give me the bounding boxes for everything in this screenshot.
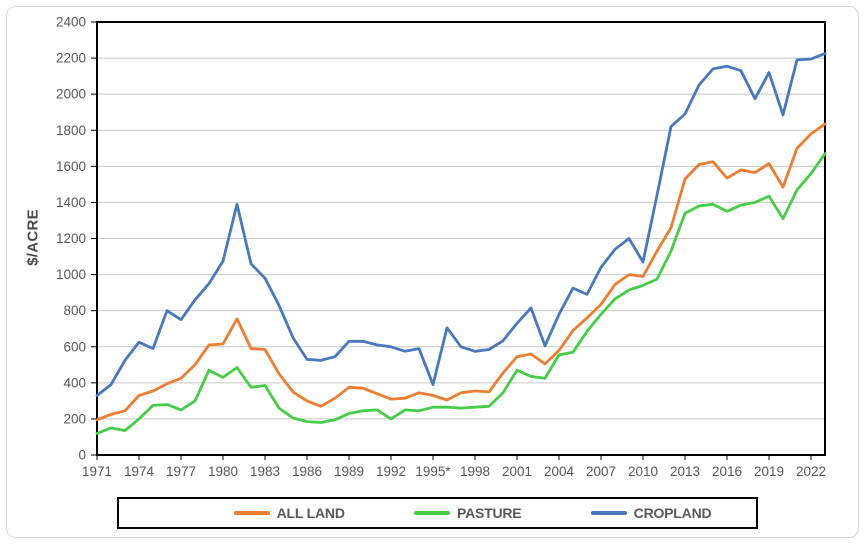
series-line-cropland bbox=[95, 52, 827, 397]
y-tick-label: 1200 bbox=[56, 231, 86, 246]
x-tick-label: 2001 bbox=[502, 464, 532, 479]
plot-border bbox=[96, 21, 826, 456]
chart-legend: ALL LAND PASTURE CROPLAND bbox=[117, 497, 758, 529]
x-tick-label: 2004 bbox=[544, 464, 575, 479]
x-tick-label: 2016 bbox=[712, 464, 742, 479]
x-tick-label: 1980 bbox=[208, 464, 238, 479]
legend-item-pasture: PASTURE bbox=[413, 505, 522, 521]
y-tick-label: 1600 bbox=[56, 159, 86, 174]
series-line-pasture bbox=[95, 152, 827, 435]
x-tick-label: 1992 bbox=[376, 464, 406, 479]
gridlines bbox=[97, 57, 825, 420]
x-tick-label: 1995* bbox=[415, 464, 451, 479]
y-axis-tick-labels: 0 200 400 600 800 1000 1200 1400 1600 1800 2000 220… bbox=[56, 15, 97, 463]
legend-label-cropland: CROPLAND bbox=[633, 505, 712, 521]
y-tick-label: 800 bbox=[63, 303, 86, 318]
legend-item-all-land: ALL LAND bbox=[233, 505, 345, 521]
legend-item-cropland: CROPLAND bbox=[590, 505, 712, 521]
y-tick-label: 1800 bbox=[56, 123, 86, 138]
x-tick-label: 1986 bbox=[292, 464, 322, 479]
y-tick-label: 400 bbox=[63, 375, 86, 390]
pasture-line-swatch bbox=[413, 511, 450, 515]
x-tick-label: 1971 bbox=[82, 464, 112, 479]
x-tick-label: 2010 bbox=[628, 464, 658, 479]
y-tick-label: 2000 bbox=[56, 87, 86, 102]
y-tick-label: 0 bbox=[78, 448, 86, 463]
x-tick-label: 2019 bbox=[754, 464, 784, 479]
x-tick-label: 1983 bbox=[250, 464, 280, 479]
y-tick-label: 2200 bbox=[56, 51, 86, 66]
legend-label-pasture: PASTURE bbox=[456, 505, 522, 521]
series-line-all-land bbox=[95, 122, 827, 422]
x-tick-label: 2007 bbox=[586, 464, 616, 479]
x-tick-label: 2022 bbox=[796, 464, 826, 479]
y-axis-title: $/ACRE bbox=[24, 209, 42, 266]
line-chart: 0 200 400 600 800 1000 1200 1400 1600 1800 2000 220… bbox=[56, 15, 827, 479]
x-tick-label: 2013 bbox=[670, 464, 700, 479]
x-tick-label: 1998 bbox=[460, 464, 490, 479]
x-tick-label: 1977 bbox=[166, 464, 196, 479]
legend-label-all-land: ALL LAND bbox=[276, 505, 345, 521]
y-tick-label: 600 bbox=[63, 339, 86, 354]
y-tick-label: 1000 bbox=[56, 267, 86, 282]
cropland-line-swatch bbox=[590, 511, 627, 515]
x-tick-label: 1974 bbox=[124, 464, 155, 479]
y-tick-label: 2400 bbox=[56, 15, 86, 30]
x-tick-label: 1989 bbox=[334, 464, 364, 479]
y-tick-label: 200 bbox=[63, 411, 86, 426]
x-axis-tick-labels: 1971 1974 1977 1980 1983 1986 1989 1992 1995* 199… bbox=[82, 455, 826, 479]
all-land-line-swatch bbox=[233, 511, 270, 515]
y-tick-label: 1400 bbox=[56, 195, 86, 210]
